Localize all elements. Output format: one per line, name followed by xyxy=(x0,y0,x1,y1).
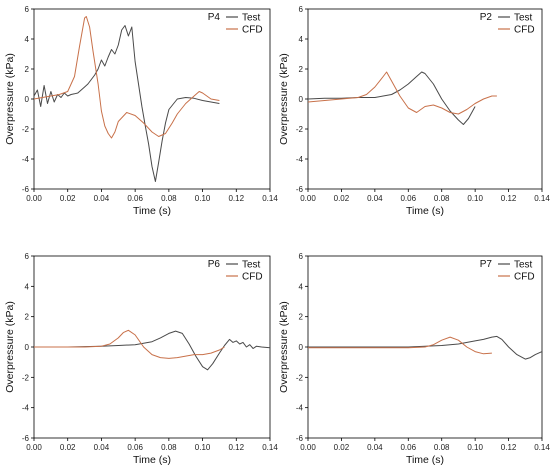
y-tick-label: -4 xyxy=(22,404,30,413)
series-line-test xyxy=(308,71,476,125)
y-tick-label: 2 xyxy=(299,65,304,74)
x-tick-label: 0.00 xyxy=(300,443,316,452)
x-tick-label: 0.04 xyxy=(367,194,383,203)
legend-label-test: Test xyxy=(242,13,261,24)
x-axis-label: Time (s) xyxy=(406,454,444,466)
y-tick-label: -2 xyxy=(296,125,304,134)
x-tick-label: 0.00 xyxy=(26,194,42,203)
y-axis-label: Overpressure (kPa) xyxy=(278,53,290,145)
x-tick-label: 0.10 xyxy=(195,194,211,203)
x-tick-label: 0.08 xyxy=(161,194,177,203)
x-tick-label: 0.14 xyxy=(262,443,278,452)
y-tick-label: 6 xyxy=(299,5,304,14)
chart-panel-p6: 0.00 0.02 0.04 0.06 0.08 0.10 0.12 0.14 -6 -4 -2 0 2… xyxy=(4,252,278,466)
panel-label: P7 xyxy=(480,259,493,270)
series-line-cfd xyxy=(308,336,492,355)
series-line-cfd xyxy=(34,329,225,359)
x-tick-label: 0.02 xyxy=(334,194,350,203)
x-tick-label: 0.04 xyxy=(367,443,383,452)
x-tick-label: 0.00 xyxy=(26,443,42,452)
series-line-cfd xyxy=(308,71,497,115)
series-line-test xyxy=(34,25,220,182)
legend-label-test: Test xyxy=(242,260,261,271)
x-tick-label: 0.12 xyxy=(228,443,244,452)
panel-label: P6 xyxy=(208,259,221,270)
legend-label-test: Test xyxy=(514,13,533,24)
legend-label-cfd: CFD xyxy=(514,272,535,283)
y-tick-label: -6 xyxy=(22,185,30,194)
legend-label-cfd: CFD xyxy=(514,25,535,36)
x-tick-label: 0.12 xyxy=(501,194,517,203)
y-tick-label: 0 xyxy=(299,95,304,104)
legend-label-cfd: CFD xyxy=(242,272,263,283)
x-tick-label: 0.06 xyxy=(127,194,143,203)
x-axis-label: Time (s) xyxy=(133,454,171,466)
y-tick-label: 0 xyxy=(299,343,304,352)
y-tick-label: 4 xyxy=(299,282,304,291)
x-tick-label: 0.00 xyxy=(300,194,316,203)
x-tick-label: 0.04 xyxy=(94,443,110,452)
x-tick-label: 0.12 xyxy=(501,443,517,452)
y-tick-label: -4 xyxy=(22,155,30,164)
x-tick-label: 0.06 xyxy=(127,443,143,452)
y-tick-label: -2 xyxy=(22,373,30,382)
chart-panel-p7: 0.00 0.02 0.04 0.06 0.08 0.10 0.12 0.14 -6 -4 -2 0 2… xyxy=(278,252,550,466)
chart-panel-p2: 0.00 0.02 0.04 0.06 0.08 0.10 0.12 0.14 -6 -4 -2 0 2… xyxy=(278,5,550,217)
y-tick-label: 0 xyxy=(25,343,30,352)
y-tick-label: 2 xyxy=(25,65,30,74)
y-tick-label: 6 xyxy=(299,252,304,261)
x-tick-label: 0.12 xyxy=(228,194,244,203)
x-tick-label: 0.02 xyxy=(60,194,76,203)
series-line-test xyxy=(34,330,270,371)
y-tick-label: 6 xyxy=(25,5,30,14)
y-tick-label: 4 xyxy=(25,35,30,44)
y-tick-label: -4 xyxy=(296,404,304,413)
x-tick-label: 0.04 xyxy=(94,194,110,203)
y-tick-label: -6 xyxy=(296,434,304,443)
legend-label-test: Test xyxy=(514,260,533,271)
x-tick-label: 0.10 xyxy=(467,443,483,452)
panel-label: P4 xyxy=(208,12,221,23)
chart-panel-p4: 0.00 0.02 0.04 0.06 0.08 0.10 0.12 0.14 -6 -4 -2 0 2… xyxy=(4,5,278,217)
x-axis-label: Time (s) xyxy=(133,205,171,217)
x-tick-label: 0.08 xyxy=(434,443,450,452)
x-tick-label: 0.10 xyxy=(467,194,483,203)
y-tick-label: -6 xyxy=(296,185,304,194)
y-tick-label: 0 xyxy=(25,95,30,104)
x-tick-label: 0.08 xyxy=(161,443,177,452)
y-axis-label: Overpressure (kPa) xyxy=(4,53,16,145)
y-tick-label: 4 xyxy=(25,282,30,291)
x-tick-label: 0.06 xyxy=(400,194,416,203)
y-tick-label: 6 xyxy=(25,252,30,261)
x-tick-label: 0.10 xyxy=(195,443,211,452)
y-tick-label: 2 xyxy=(299,313,304,322)
x-tick-label: 0.06 xyxy=(400,443,416,452)
series-line-test xyxy=(308,335,542,360)
y-tick-label: -4 xyxy=(296,155,304,164)
x-tick-label: 0.02 xyxy=(60,443,76,452)
x-tick-label: 0.14 xyxy=(262,194,278,203)
y-tick-label: 2 xyxy=(25,313,30,322)
plot-frame xyxy=(33,8,271,190)
y-tick-label: -6 xyxy=(22,434,30,443)
x-tick-label: 0.02 xyxy=(334,443,350,452)
x-axis-label: Time (s) xyxy=(406,205,444,217)
x-tick-label: 0.14 xyxy=(534,194,550,203)
x-tick-label: 0.08 xyxy=(434,194,450,203)
y-tick-label: 4 xyxy=(299,35,304,44)
series-line-cfd xyxy=(34,16,220,139)
y-axis-label: Overpressure (kPa) xyxy=(278,301,290,393)
x-tick-label: 0.14 xyxy=(534,443,550,452)
legend-label-cfd: CFD xyxy=(242,25,263,36)
y-axis-label: Overpressure (kPa) xyxy=(4,301,16,393)
y-tick-label: -2 xyxy=(296,373,304,382)
y-tick-label: -2 xyxy=(22,125,30,134)
panel-label: P2 xyxy=(480,12,493,23)
